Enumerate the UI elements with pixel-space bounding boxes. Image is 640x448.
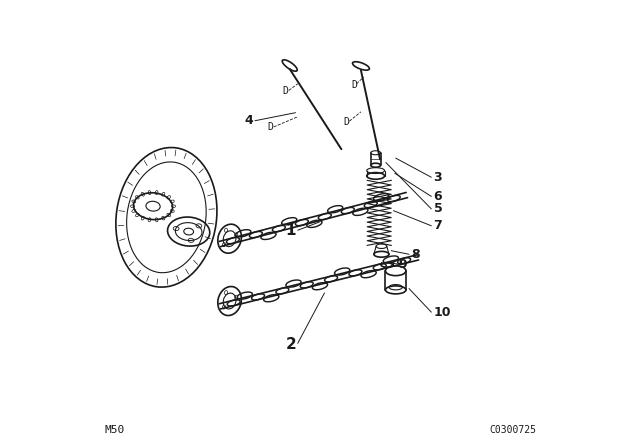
- Text: 9: 9: [398, 258, 407, 271]
- Text: 2: 2: [285, 337, 296, 352]
- Text: 10: 10: [433, 306, 451, 319]
- Text: D: D: [282, 86, 288, 96]
- Text: 4: 4: [244, 114, 253, 127]
- Text: D: D: [267, 122, 273, 132]
- Text: 6: 6: [433, 190, 442, 203]
- Text: M50: M50: [104, 426, 124, 435]
- Text: C0300725: C0300725: [489, 426, 536, 435]
- Text: D: D: [343, 117, 349, 128]
- Text: 3: 3: [433, 171, 442, 184]
- Text: 7: 7: [433, 219, 442, 232]
- Text: 5: 5: [433, 202, 442, 215]
- Text: 8: 8: [412, 248, 420, 261]
- Text: 1: 1: [286, 223, 296, 238]
- Text: D: D: [351, 80, 356, 90]
